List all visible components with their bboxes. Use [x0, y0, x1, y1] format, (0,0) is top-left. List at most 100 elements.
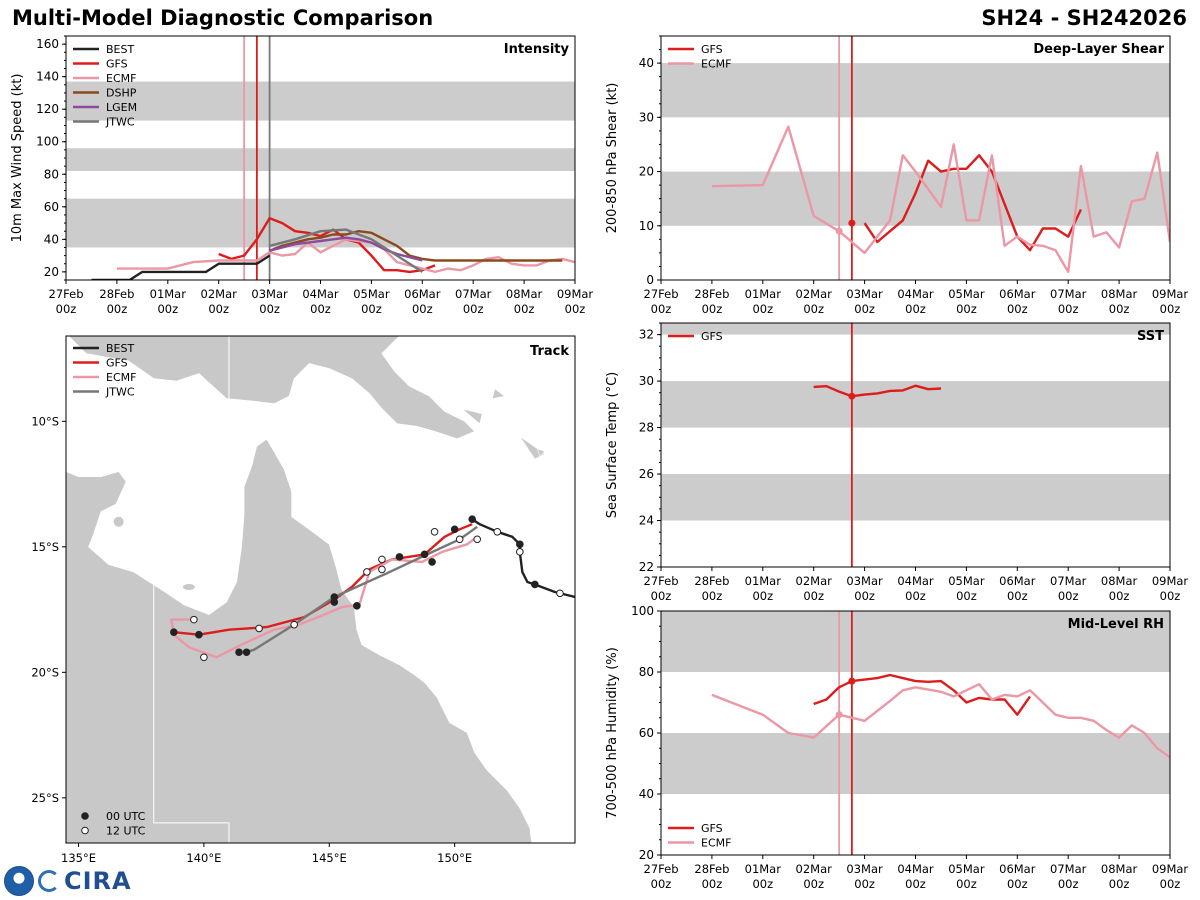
legend-marker-label: 00 UTC — [106, 810, 146, 823]
legend-label-gfs: GFS — [106, 357, 128, 370]
x-tick-label: 27Feb — [49, 287, 84, 301]
x-tick-label: 00z — [752, 589, 773, 603]
x-tick-label: 00z — [854, 589, 875, 603]
x-tick-label: 02Mar — [796, 574, 833, 588]
track-dot-12utc — [455, 535, 464, 544]
panel-title: Deep-Layer Shear — [1033, 42, 1164, 57]
y-tick-label: 40 — [44, 232, 59, 246]
x-tick-label: 00z — [1160, 302, 1181, 316]
x-tick-label: 00z — [259, 302, 280, 316]
track-dot-00utc — [195, 630, 203, 639]
y-tick-label: 40 — [639, 56, 654, 70]
track-dot-12utc — [378, 555, 386, 564]
x-tick-label: 00z — [565, 302, 586, 316]
x-tick-label: 00z — [702, 302, 723, 316]
legend-label-best: BEST — [106, 342, 134, 355]
x-tick-label: 01Mar — [745, 574, 782, 588]
legend-label-gfs: GFS — [701, 330, 723, 343]
series-line-lgem — [269, 236, 423, 262]
legend-marker-label: 12 UTC — [106, 825, 146, 838]
x-tick-label: 00z — [1160, 589, 1181, 603]
x-tick-label: 05Mar — [353, 287, 390, 301]
gray-band — [661, 733, 1170, 794]
x-tick-label: 07Mar — [455, 287, 492, 301]
x-tick-label: 00z — [905, 302, 926, 316]
legend-label-jtwc: JTWC — [105, 116, 135, 129]
legend-label-gfs: GFS — [701, 822, 723, 835]
x-tick-label: 04Mar — [897, 287, 934, 301]
x-tick-label: 00z — [956, 302, 977, 316]
land-new-guinea — [67, 336, 476, 440]
y-tick-label: 26 — [639, 467, 654, 481]
y-axis-label: 700-500 hPa Humidity (%) — [605, 647, 620, 819]
series-line-jtwc — [269, 228, 423, 273]
y-axis-label: 200-850 hPa Shear (kt) — [605, 83, 620, 234]
x-tick-label: 28Feb — [99, 287, 134, 301]
series-line-gfs — [863, 154, 1082, 252]
track-dot-00utc — [428, 558, 436, 566]
x-tick-label: 00z — [310, 302, 331, 316]
x-tick-label: 03Mar — [251, 287, 288, 301]
legend-label-lgem: LGEM — [106, 101, 137, 114]
legend-dot-00utc — [81, 812, 89, 820]
x-tick-label: 09Mar — [1152, 287, 1189, 301]
series-line-best — [91, 254, 271, 280]
y-tick-label: 60 — [44, 200, 59, 214]
x-tick-label: 06Mar — [999, 862, 1036, 876]
x-tick-label: 00z — [752, 302, 773, 316]
track-dot-12utc — [200, 653, 208, 662]
legend-label-gfs: GFS — [106, 58, 128, 71]
track-dot-00utc — [242, 648, 251, 657]
track-dot-12utc — [190, 615, 198, 624]
x-tick-label: 140°E — [186, 851, 221, 865]
series-line-gfs — [813, 384, 942, 398]
x-tick-label: 00z — [1058, 877, 1079, 891]
x-tick-label: 28Feb — [694, 287, 729, 301]
panel-title: Intensity — [504, 42, 570, 57]
cira-logo-text: CIRA — [64, 867, 132, 895]
x-tick-label: 00z — [1109, 302, 1130, 316]
gray-band — [66, 198, 575, 248]
vline-marker-gfs — [848, 392, 856, 400]
track-dot-12utc — [255, 624, 263, 633]
gray-band — [661, 474, 1170, 521]
track-dot-12utc — [430, 527, 439, 536]
cira-swirl-icon — [38, 870, 60, 892]
track-line-gfs — [173, 523, 473, 636]
track-dot-12utc — [290, 620, 298, 629]
x-tick-label: 00z — [803, 877, 824, 891]
x-tick-label: 00z — [651, 589, 672, 603]
x-tick-label: 02Mar — [796, 862, 833, 876]
x-tick-label: 145°E — [312, 851, 347, 865]
logo-bar: CIRA — [4, 866, 132, 896]
x-tick-label: 00z — [702, 877, 723, 891]
x-tick-label: 00z — [463, 302, 484, 316]
x-tick-label: 00z — [854, 877, 875, 891]
y-tick-label: 20 — [639, 848, 654, 862]
track-dot-00utc — [353, 602, 361, 610]
y-axis-label: 10m Max Wind Speed (kt) — [10, 74, 25, 243]
y-tick-label: 100 — [631, 604, 654, 618]
x-tick-label: 00z — [1007, 589, 1028, 603]
legend-label-ecmf: ECMF — [106, 371, 136, 384]
x-tick-label: 06Mar — [999, 574, 1036, 588]
x-tick-label: 02Mar — [796, 287, 833, 301]
track-dot-12utc — [378, 565, 386, 574]
panel-title: Mid-Level RH — [1068, 617, 1164, 632]
y-tick-label: 80 — [44, 167, 59, 181]
shear-panel: 01020304027Feb00z28Feb00z01Mar00z02Mar00… — [605, 35, 1189, 316]
y-tick-label: 60 — [639, 726, 654, 740]
gray-band — [661, 381, 1170, 428]
x-tick-label: 00z — [56, 302, 77, 316]
x-tick-label: 00z — [412, 302, 433, 316]
legend-label-dshp: DSHP — [106, 87, 137, 100]
x-tick-label: 07Mar — [1050, 287, 1087, 301]
y-tick-label: 20 — [639, 165, 654, 179]
y-tick-label: 40 — [639, 787, 654, 801]
x-tick-label: 00z — [803, 589, 824, 603]
legend-label-ecmf: ECMF — [701, 837, 731, 850]
y-tick-label: 15°S — [31, 540, 59, 554]
track-dot-12utc — [516, 548, 524, 556]
x-tick-label: 09Mar — [557, 287, 594, 301]
x-tick-label: 08Mar — [1101, 287, 1138, 301]
